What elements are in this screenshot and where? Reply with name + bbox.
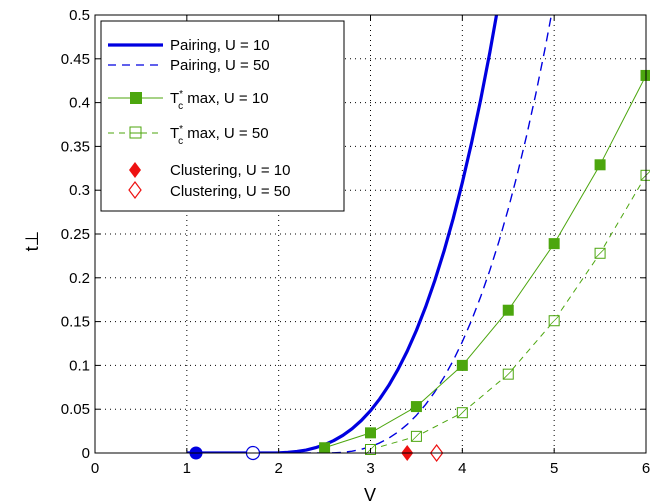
series-point-open-square-slash [502, 368, 514, 380]
series-point-open-square-slash [548, 315, 560, 327]
x-tick-label: 0 [91, 460, 99, 477]
y-axis-title: t⊥ [22, 231, 42, 252]
series-point-filled-square [502, 304, 514, 316]
grid [95, 15, 646, 453]
y-tick-label: 0.2 [69, 270, 90, 287]
legend-label-clustering-u50: Clustering, U = 50 [170, 183, 290, 200]
series-line-0 [186, 15, 499, 453]
x-tick-label: 6 [642, 460, 650, 477]
legend-marker-clustering-u10 [129, 162, 141, 178]
ticks-group: 0 1 2 3 4 5 6 0 0.05 0.1 0.15 0.2 0.25 0.3 0.35 0.4 0.45… [61, 7, 650, 477]
y-tick-label: 0.1 [69, 357, 90, 374]
y-tick-label: 0.05 [61, 401, 90, 418]
legend-label-tc-u10-rest: max, U = 10 [183, 90, 268, 107]
x-tick-label: 3 [366, 460, 374, 477]
x-axis-title: V [364, 485, 376, 502]
legend: Pairing, U = 10 Pairing, U = 50 T* c max,… [100, 20, 345, 212]
legend-label-tc-u10-main: T [170, 90, 179, 107]
x-tick-label: 4 [458, 460, 466, 477]
series-point-open-square-slash [594, 247, 606, 259]
legend-label-pairing-u50: Pairing, U = 50 [170, 57, 270, 74]
series-point-filled-square [456, 359, 468, 371]
legend-label-clustering-u10: Clustering, U = 10 [170, 162, 290, 179]
legend-label-tc-u10-sub: c [178, 101, 183, 112]
x-tick-label: 2 [274, 460, 282, 477]
series-line-2 [324, 75, 646, 449]
y-tick-label: 0.35 [61, 138, 90, 155]
x-tick-label: 1 [183, 460, 191, 477]
y-tick-label: 0.45 [61, 51, 90, 68]
series-point-filled-square [365, 427, 376, 439]
series-point-filled-square [319, 442, 331, 454]
legend-marker-clustering-u50 [128, 181, 142, 199]
series-point-open-square-slash [457, 407, 468, 418]
series-point-filled-square [594, 159, 606, 171]
legend-box [100, 20, 345, 212]
series-point-filled-square [548, 238, 560, 250]
legend-label-tc-u50-rest: max, U = 50 [183, 125, 268, 142]
legend-label-pairing-u10: Pairing, U = 10 [170, 37, 270, 54]
legend-marker-tc-u10 [130, 92, 142, 104]
legend-label-tc-u50-sub: c [178, 136, 183, 147]
y-tick-label: 0.5 [69, 7, 90, 24]
series-point-filled-square [640, 69, 650, 81]
series-line-1 [241, 15, 553, 453]
series-point-open-square-slash [411, 431, 422, 442]
series-point-filled-square [410, 401, 422, 413]
legend-label-tc-u10: T* c max, U = 10 [170, 89, 269, 112]
legend-label-tc-u50-sup: * [179, 124, 183, 135]
legend-label-tc-u50-main: T [170, 125, 179, 142]
y-tick-label: 0.15 [61, 314, 90, 331]
x-tick-label: 5 [550, 460, 558, 477]
y-tick-label: 0.3 [69, 182, 90, 199]
legend-label-tc-u50: T* c max, U = 50 [170, 124, 269, 147]
y-tick-label: 0.4 [69, 95, 90, 112]
y-tick-label: 0 [82, 445, 90, 462]
y-tick-label: 0.25 [61, 226, 90, 243]
legend-label-tc-u10-sup: * [179, 89, 183, 100]
